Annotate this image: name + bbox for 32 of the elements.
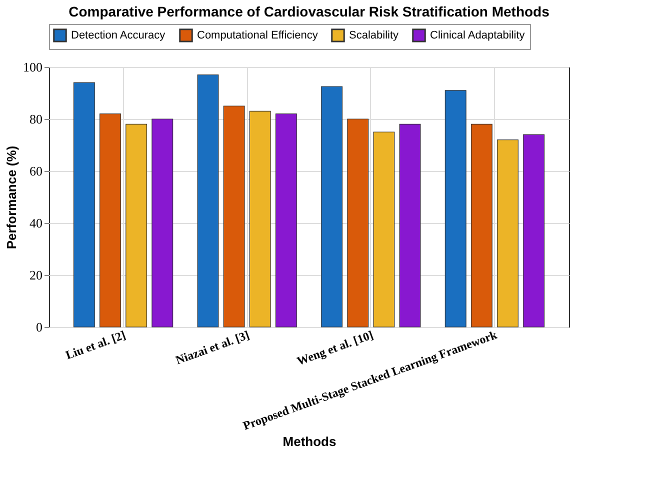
bar xyxy=(321,86,343,328)
y-tick-label: 20 xyxy=(30,268,42,282)
bar xyxy=(275,114,297,328)
y-axis-title: Performance (%) xyxy=(4,146,19,250)
bar xyxy=(249,110,271,328)
bar xyxy=(223,106,245,328)
chart-title: Comparative Performance of Cardiovascular Risk Stratification Methods xyxy=(68,4,550,20)
bar xyxy=(373,132,395,328)
y-tick-label: 0 xyxy=(36,320,42,334)
bar xyxy=(152,118,174,328)
legend-label: Clinical Adaptability xyxy=(430,29,526,42)
y-tick-label: 40 xyxy=(30,216,42,230)
bar xyxy=(444,90,466,328)
y-tick-label: 60 xyxy=(30,164,42,178)
legend-label: Detection Accuracy xyxy=(71,29,166,42)
x-tick-label: Niazai et al. [3] xyxy=(174,328,252,368)
legend-label: Computational Efficiency xyxy=(197,29,318,42)
x-axis-title: Methods xyxy=(282,434,336,449)
x-tick-label: Liu et al. [2] xyxy=(64,328,128,362)
legend-label: Scalability xyxy=(349,29,400,42)
bar xyxy=(126,124,148,328)
y-tick-label: 100 xyxy=(23,60,42,74)
bar xyxy=(197,74,219,328)
y-tick-label: 80 xyxy=(30,112,42,126)
bar xyxy=(399,124,421,328)
bar xyxy=(497,140,518,328)
bar xyxy=(470,124,492,328)
x-tick-label: Weng et al. [10] xyxy=(295,328,376,368)
bar xyxy=(73,82,95,328)
bar xyxy=(347,118,369,328)
bar xyxy=(100,114,121,328)
bar xyxy=(523,134,545,328)
